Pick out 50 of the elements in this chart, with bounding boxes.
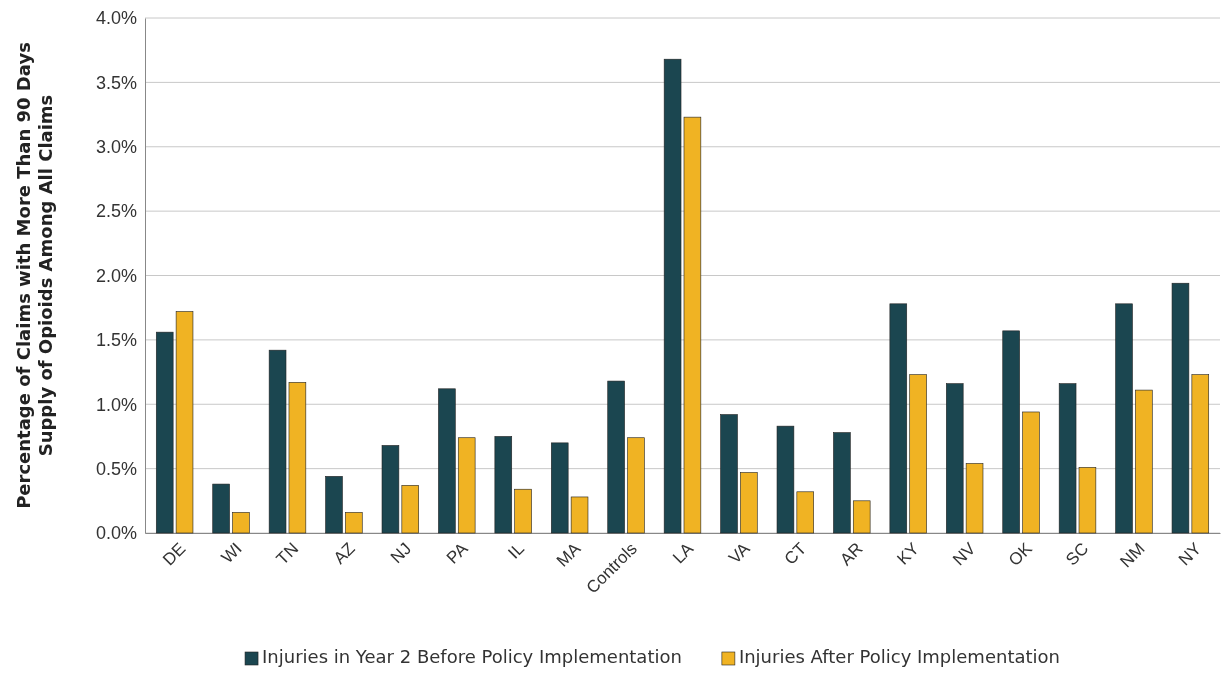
y-tick-label: 1.0% [95,394,137,415]
x-tick-label: VA [725,538,755,568]
x-tick-label: IL [504,539,528,563]
bar [325,476,343,534]
y-tick-label: 0.0% [95,523,137,544]
x-tick-label: DE [159,539,190,570]
x-tick-label: KY [893,539,923,569]
y-tick-label: 2.5% [95,201,137,222]
bar [438,388,456,534]
bar [494,436,513,534]
x-tick-label: NV [949,538,980,570]
bar [909,374,927,534]
x-tick-label: SC [1062,539,1093,570]
y-tick-label: 4.0% [95,8,137,29]
y-axis-title: Percentage of Claims with More Than 90 Days Supply of Opioids Among All Claims [13,42,56,509]
bar [1115,303,1133,534]
x-tick-label: MA [552,538,585,571]
y-tick-label: 0.5% [95,458,137,479]
x-tick-label: NY [1174,539,1206,570]
y-tick-label: 2.0% [95,265,137,286]
bar [1022,411,1040,534]
bar [514,488,532,534]
legend-label: Injuries After Policy Implementation [738,646,1060,667]
bar [212,483,230,534]
y-tick-label: 3.0% [95,137,137,158]
bar [607,380,625,534]
bar [232,512,250,534]
bar [852,500,871,534]
y-tick-label: 3.5% [95,72,137,93]
x-tick-label: OK [1004,538,1037,570]
x-tick-label: NJ [386,539,416,568]
bar [1135,389,1153,534]
y-tick-label: 1.5% [95,330,137,351]
x-tick-label: LA [669,538,698,568]
x-tick-label: TN [272,539,303,569]
x-tick-label: AZ [329,539,359,568]
bar [889,303,908,534]
bar [1002,330,1020,534]
bar [627,437,645,534]
legend-label: Injuries in Year 2 Before Policy Implementation [262,646,682,667]
bar [720,414,738,534]
bar [457,437,476,534]
x-tick-label: AR [836,539,867,570]
x-tick-label: PA [442,538,472,568]
bar [345,512,363,534]
bar [833,432,851,534]
x-tick-label: CT [780,539,811,569]
x-tick-label: NM [1116,539,1149,572]
bar [740,472,758,534]
x-tick-label: WI [217,539,246,568]
